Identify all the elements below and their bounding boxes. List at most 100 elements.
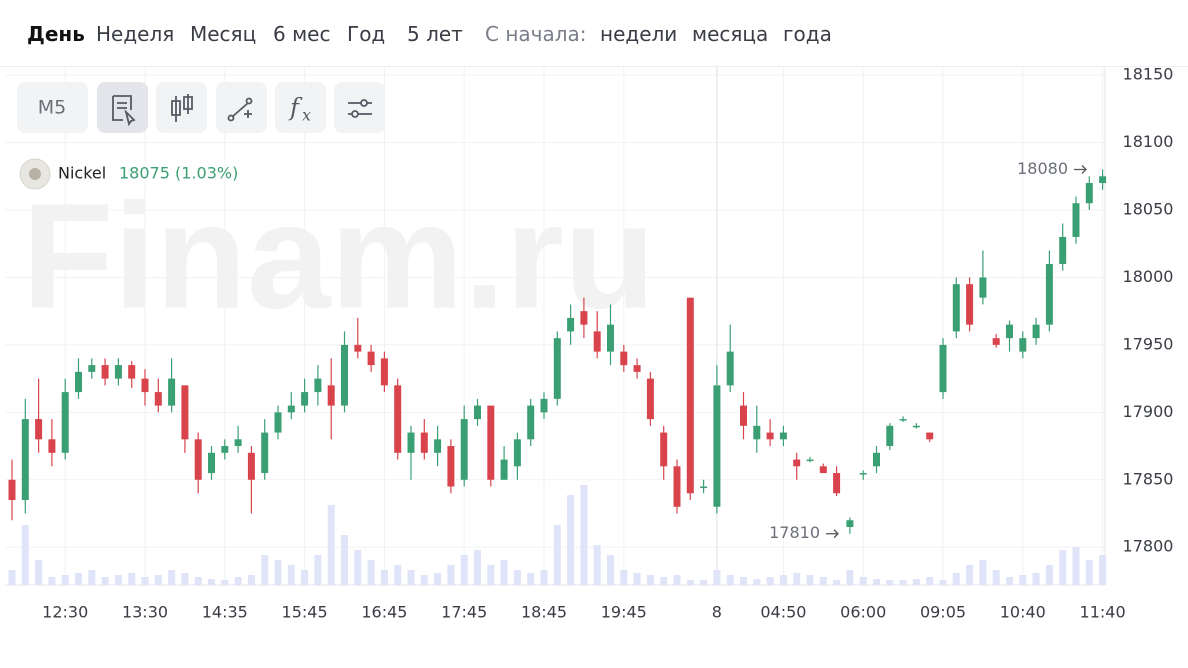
candle-body — [420, 432, 428, 453]
volume-bar — [301, 570, 309, 585]
volume-bar — [141, 577, 149, 585]
candle-body — [181, 385, 189, 440]
volume-bar — [793, 573, 801, 585]
candle-body — [1059, 236, 1067, 264]
y-tick-label: 17950 — [1123, 334, 1174, 353]
candle-body — [833, 473, 841, 494]
candle-body — [48, 439, 56, 453]
annotation-arrow — [1074, 165, 1087, 174]
candle-body — [88, 365, 96, 372]
volume-bar — [607, 555, 614, 585]
nav-item[interactable]: Год — [347, 22, 386, 46]
candle-body — [274, 412, 282, 433]
candle-body — [1019, 338, 1027, 352]
x-tick-label: 17:45 — [441, 603, 487, 622]
candle-body — [646, 378, 654, 420]
volume-bar — [686, 580, 694, 585]
candle-body — [633, 365, 641, 372]
toolbar-button[interactable] — [17, 82, 88, 133]
candle-body — [713, 385, 721, 507]
volume-bar — [833, 580, 841, 585]
nav-item[interactable]: День — [27, 22, 85, 46]
candle-body — [1085, 183, 1093, 204]
candle-body — [154, 392, 162, 406]
candle-body — [686, 297, 694, 494]
candle-body — [753, 425, 761, 440]
nav-item[interactable]: Месяц — [190, 22, 257, 46]
x-tick-label: 14:35 — [202, 603, 248, 622]
volume-bar — [61, 575, 69, 585]
toolbar-button[interactable] — [275, 82, 326, 133]
candle-body — [221, 446, 229, 453]
candle-body — [500, 459, 508, 480]
volume-bar — [154, 575, 162, 585]
volume-bar — [208, 579, 215, 585]
candle-body — [394, 385, 402, 453]
legend-name: Nickel — [58, 164, 106, 183]
candle-body — [1045, 263, 1053, 325]
candle-body — [380, 358, 388, 386]
y-tick-label: 17850 — [1123, 469, 1174, 488]
candle-body — [553, 338, 561, 399]
volume-bar — [939, 580, 947, 585]
watermark: Finam.ru — [22, 172, 655, 340]
volume-bar — [886, 580, 894, 585]
candle-body — [287, 405, 295, 413]
candle-body — [114, 365, 122, 379]
candle-body — [301, 392, 309, 406]
nav-item[interactable]: недели — [600, 22, 678, 46]
candle-body — [341, 344, 348, 406]
icon-settings-knob — [360, 99, 368, 107]
volume-bar — [35, 560, 43, 585]
nav-item[interactable]: 6 мес — [273, 22, 331, 46]
legend-price: 18075 — [119, 164, 170, 183]
x-tick-label: 18:45 — [521, 603, 567, 622]
icon-edit — [112, 95, 136, 127]
candle-body — [21, 419, 29, 501]
volume-bar — [513, 570, 521, 585]
volume-bar — [247, 575, 255, 585]
y-tick-label: 18000 — [1123, 267, 1174, 286]
volume-bar — [766, 577, 774, 585]
volume-bar — [966, 565, 974, 585]
toolbar-button[interactable] — [156, 82, 207, 133]
candle-body — [194, 439, 202, 480]
candle-body — [992, 338, 1000, 345]
nav-item[interactable]: Неделя — [96, 22, 175, 46]
candle-body — [474, 405, 481, 420]
candle-body — [61, 392, 69, 453]
x-tick-label: 8 — [712, 603, 722, 622]
volume-bar — [420, 575, 428, 585]
icon-fx-sub: 𝑥 — [302, 106, 311, 125]
candle-body — [354, 344, 362, 352]
candle-body — [846, 520, 854, 527]
x-tick-label: 16:45 — [361, 603, 407, 622]
volume-bar — [1085, 560, 1093, 585]
candle-body — [101, 365, 109, 379]
volume-bar — [553, 525, 561, 585]
icon-draw-dot — [245, 97, 253, 105]
candle-body — [460, 419, 468, 480]
candle-body — [327, 385, 335, 406]
candle-body — [859, 473, 867, 475]
volume-bar — [673, 575, 681, 585]
volume-bar — [633, 573, 641, 585]
candle-body — [726, 351, 734, 386]
volume-bar — [434, 573, 442, 585]
candle-body — [912, 425, 920, 428]
price-annotation: 17810 — [769, 523, 820, 542]
volume-bar — [101, 577, 109, 585]
y-tick-label: 17800 — [1123, 537, 1174, 556]
nav-item[interactable]: года — [783, 22, 832, 46]
candle-body — [979, 277, 987, 298]
nav-item[interactable]: 5 лет — [407, 22, 463, 46]
candle-body — [513, 439, 521, 467]
volume-bar — [48, 577, 56, 585]
candle-body — [314, 378, 322, 393]
candle-body — [234, 439, 242, 447]
volume-bar — [593, 545, 601, 585]
nav-item[interactable]: С начала: — [485, 22, 587, 46]
toolbar-button[interactable] — [334, 82, 385, 133]
nav-item[interactable]: месяца — [692, 22, 769, 46]
